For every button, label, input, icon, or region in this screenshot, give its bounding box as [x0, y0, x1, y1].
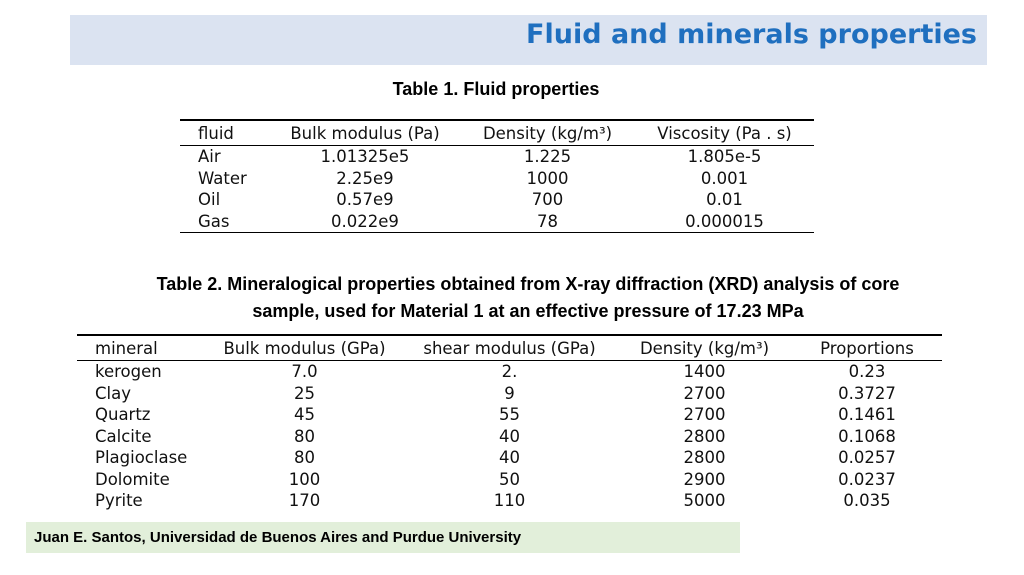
table-row: Calcite 80 40 2800 0.1068 — [77, 426, 942, 448]
table-cell: 1.01325e5 — [320, 147, 410, 167]
table-cell: 0.1068 — [838, 426, 896, 446]
table-cell: 78 — [460, 210, 635, 233]
table-cell: 0.035 — [843, 491, 891, 511]
column-header: mineral — [77, 334, 207, 361]
table-cell: 100 — [288, 469, 321, 489]
table-header-row: fluid Bulk modulus (Pa) Density (kg/m³) … — [180, 119, 814, 146]
table-cell: 7.0 — [291, 362, 318, 382]
table-cell: kerogen — [95, 362, 162, 382]
table-cell: 170 — [288, 491, 321, 511]
table-cell: 40 — [499, 426, 520, 446]
table-cell: 0.001 — [700, 168, 749, 188]
table-cell: 700 — [531, 190, 564, 210]
column-header: Density (kg/m³) — [460, 119, 635, 146]
table2-caption: Table 2. Mineralogical properties obtain… — [100, 271, 956, 325]
table-cell: 45 — [294, 405, 315, 425]
table-cell: 40 — [499, 448, 520, 468]
slide-title: Fluid and minerals properties — [526, 19, 977, 50]
table-cell: Pyrite — [95, 491, 143, 511]
table-header-row: mineral Bulk modulus (GPa) shear modulus… — [77, 334, 942, 361]
column-header: fluid — [180, 119, 270, 146]
table-cell: 0.57e9 — [336, 190, 394, 210]
table-cell: 0.3727 — [838, 383, 896, 403]
table-row: Oil 0.57e9 700 0.01 — [180, 189, 814, 211]
column-header: shear modulus (GPa) — [402, 334, 617, 361]
footer-credit: Juan E. Santos, Universidad de Buenos Ai… — [34, 529, 522, 546]
table-cell: 0.01 — [706, 190, 743, 210]
table-cell: 2700 — [683, 383, 726, 403]
table-cell: Dolomite — [95, 469, 170, 489]
column-header: Bulk modulus (Pa) — [270, 119, 460, 146]
table-cell: 2900 — [683, 469, 726, 489]
table-row: Water 2.25e9 1000 0.001 — [180, 168, 814, 190]
table-cell: 0.0237 — [838, 469, 896, 489]
table-cell: Oil — [198, 190, 221, 210]
column-header: Bulk modulus (GPa) — [207, 334, 402, 361]
fluid-properties-table: fluid Bulk modulus (Pa) Density (kg/m³) … — [180, 119, 814, 233]
table-row: Pyrite 170 110 5000 0.035 — [77, 490, 942, 512]
table-cell: 80 — [294, 448, 315, 468]
table-cell: 1400 — [683, 362, 726, 382]
table-cell: 2700 — [683, 405, 726, 425]
table-cell: 9 — [504, 383, 515, 403]
table-row: kerogen 7.0 2. 1400 0.23 — [77, 361, 942, 383]
table-cell: 110 — [493, 491, 526, 511]
table-cell: Calcite — [95, 426, 152, 446]
table-row: Quartz 45 55 2700 0.1461 — [77, 404, 942, 426]
table-cell: Water — [198, 168, 247, 188]
table-cell: 55 — [499, 405, 520, 425]
table-row: Dolomite 100 50 2900 0.0237 — [77, 469, 942, 491]
table-row: Air 1.01325e5 1.225 1.805e-5 — [180, 146, 814, 168]
table-cell: 80 — [294, 426, 315, 446]
column-header: Proportions — [792, 334, 942, 361]
column-header: Viscosity (Pa . s) — [635, 119, 814, 146]
table-cell: 2800 — [683, 448, 726, 468]
table-cell: Quartz — [95, 405, 151, 425]
table-cell: 0.022e9 — [270, 210, 460, 233]
table2-caption-line1: Table 2. Mineralogical properties obtain… — [156, 274, 900, 294]
table-cell: 2800 — [683, 426, 726, 446]
table-row: Clay 25 9 2700 0.3727 — [77, 383, 942, 405]
table1-caption: Table 1. Fluid properties — [392, 79, 600, 99]
table-cell: 0.000015 — [635, 210, 814, 233]
mineral-properties-table: mineral Bulk modulus (GPa) shear modulus… — [77, 334, 942, 512]
table-cell: Plagioclase — [95, 448, 188, 468]
table-cell: 5000 — [683, 491, 726, 511]
table-cell: Air — [198, 147, 221, 167]
table-cell: 2.25e9 — [336, 168, 394, 188]
column-header: Density (kg/m³) — [617, 334, 792, 361]
table-cell: 25 — [294, 383, 315, 403]
table-cell: 0.0257 — [838, 448, 896, 468]
table-cell: 1000 — [526, 168, 569, 188]
table-cell: 1.225 — [523, 147, 572, 167]
table-cell: 2. — [501, 362, 518, 382]
table-cell: Clay — [95, 383, 131, 403]
footer-band: Juan E. Santos, Universidad de Buenos Ai… — [26, 522, 740, 553]
table-cell: 50 — [499, 469, 520, 489]
table-row: Plagioclase 80 40 2800 0.0257 — [77, 447, 942, 469]
table2-caption-line2: sample, used for Material 1 at an effect… — [252, 301, 804, 321]
table-cell: 1.805e-5 — [687, 147, 762, 167]
title-band: Fluid and minerals properties — [70, 15, 987, 65]
table-row: Gas 0.022e9 78 0.000015 — [180, 210, 814, 233]
table-cell: Gas — [180, 210, 270, 233]
table-cell: 0.1461 — [838, 405, 896, 425]
table-cell: 0.23 — [848, 362, 886, 382]
